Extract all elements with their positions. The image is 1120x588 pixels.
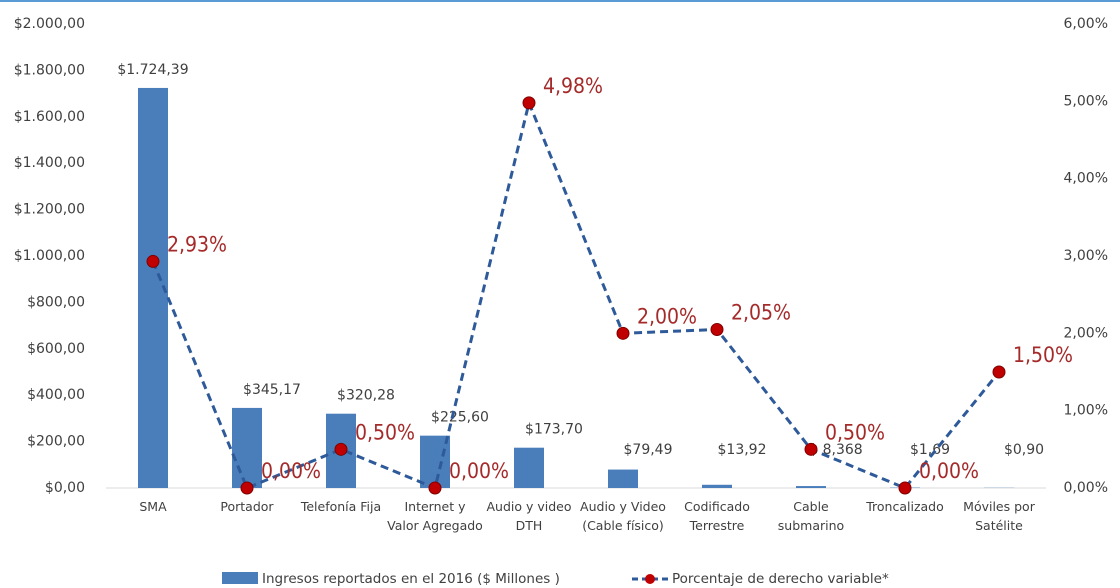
bar xyxy=(796,486,826,488)
y-tick-label: $200,00 xyxy=(27,434,85,450)
bar-value-label: $0,90 xyxy=(1004,442,1044,458)
legend-label: Porcentaje de derecho variable* xyxy=(672,571,889,587)
y2-tick-label: 2,00% xyxy=(1064,325,1108,341)
line-value-label: 0,50% xyxy=(355,420,415,444)
x-tick-label: Codificado Terrestre xyxy=(684,499,750,533)
y-tick-label: $1.400,00 xyxy=(14,155,85,171)
y2-tick-label: 6,00% xyxy=(1064,16,1108,32)
line-value-label: 4,98% xyxy=(543,74,603,98)
y-tick-label: $1.600,00 xyxy=(14,109,85,125)
x-tick-label: Telefonía Fija xyxy=(300,499,382,514)
bar-value-label: $345,17 xyxy=(243,382,301,398)
bar-value-label: $1.724,39 xyxy=(117,62,188,78)
x-tick-label: Audio y Video (Cable físico) xyxy=(580,499,666,533)
line-marker xyxy=(804,442,818,456)
x-tick-label: SMA xyxy=(139,499,167,514)
x-tick-label: Troncalizado xyxy=(866,499,944,514)
line-marker xyxy=(898,481,912,495)
x-tick-label: Cable submarino xyxy=(777,499,845,533)
line-marker xyxy=(240,481,254,495)
y2-tick-label: 5,00% xyxy=(1064,93,1108,109)
line-value-label: 2,00% xyxy=(637,304,697,328)
y-tick-label: $1.800,00 xyxy=(14,62,85,78)
x-tick-label: Audio y video DTH xyxy=(486,499,572,533)
legend-marker xyxy=(645,574,655,584)
bar-value-label: $79,49 xyxy=(624,442,673,458)
line-marker xyxy=(992,365,1006,379)
bar-value-label: $173,70 xyxy=(525,422,583,438)
y-tick-label: $400,00 xyxy=(27,387,85,403)
y-tick-label: $1.200,00 xyxy=(14,202,85,218)
line-marker xyxy=(522,96,536,110)
line-value-label: 0,50% xyxy=(825,420,885,444)
y2-tick-label: 1,00% xyxy=(1064,403,1108,419)
line-marker xyxy=(616,326,630,340)
y2-tick-label: 0,00% xyxy=(1064,480,1108,496)
y-tick-label: $600,00 xyxy=(27,341,85,357)
bar xyxy=(420,435,450,488)
bar-value-label: $13,92 xyxy=(718,442,767,458)
bar xyxy=(232,407,262,488)
line-value-label: 0,00% xyxy=(261,459,321,483)
y2-tick-label: 4,00% xyxy=(1064,171,1108,187)
line-marker xyxy=(146,254,160,268)
line-marker xyxy=(334,442,348,456)
line-value-label: 2,93% xyxy=(167,232,227,256)
bar-value-label: $320,28 xyxy=(337,388,395,404)
y-tick-label: $1.000,00 xyxy=(14,248,85,264)
y-tick-label: $2.000,00 xyxy=(14,16,85,32)
y-tick-label: $0,00 xyxy=(45,480,85,496)
bar xyxy=(702,484,732,488)
x-tick-label: Portador xyxy=(220,499,274,514)
line-marker xyxy=(428,481,442,495)
y2-tick-label: 3,00% xyxy=(1064,248,1108,264)
line-value-label: 0,00% xyxy=(449,459,509,483)
bar xyxy=(608,469,638,488)
x-tick-label: Internet y Valor Agregado xyxy=(387,499,483,533)
line-value-label: 2,05% xyxy=(731,300,791,324)
line-marker xyxy=(710,322,724,336)
x-tick-label: Móviles por Satélite xyxy=(963,499,1035,533)
bar xyxy=(514,447,544,488)
line xyxy=(151,98,1001,491)
legend-label: Ingresos reportados en el 2016 ($ Millon… xyxy=(262,571,560,587)
y-tick-label: $800,00 xyxy=(27,294,85,310)
line-value-label: 1,50% xyxy=(1013,343,1073,367)
bar-value-label: $225,60 xyxy=(431,410,489,426)
line-value-label: 0,00% xyxy=(919,459,979,483)
legend-swatch xyxy=(222,572,258,584)
